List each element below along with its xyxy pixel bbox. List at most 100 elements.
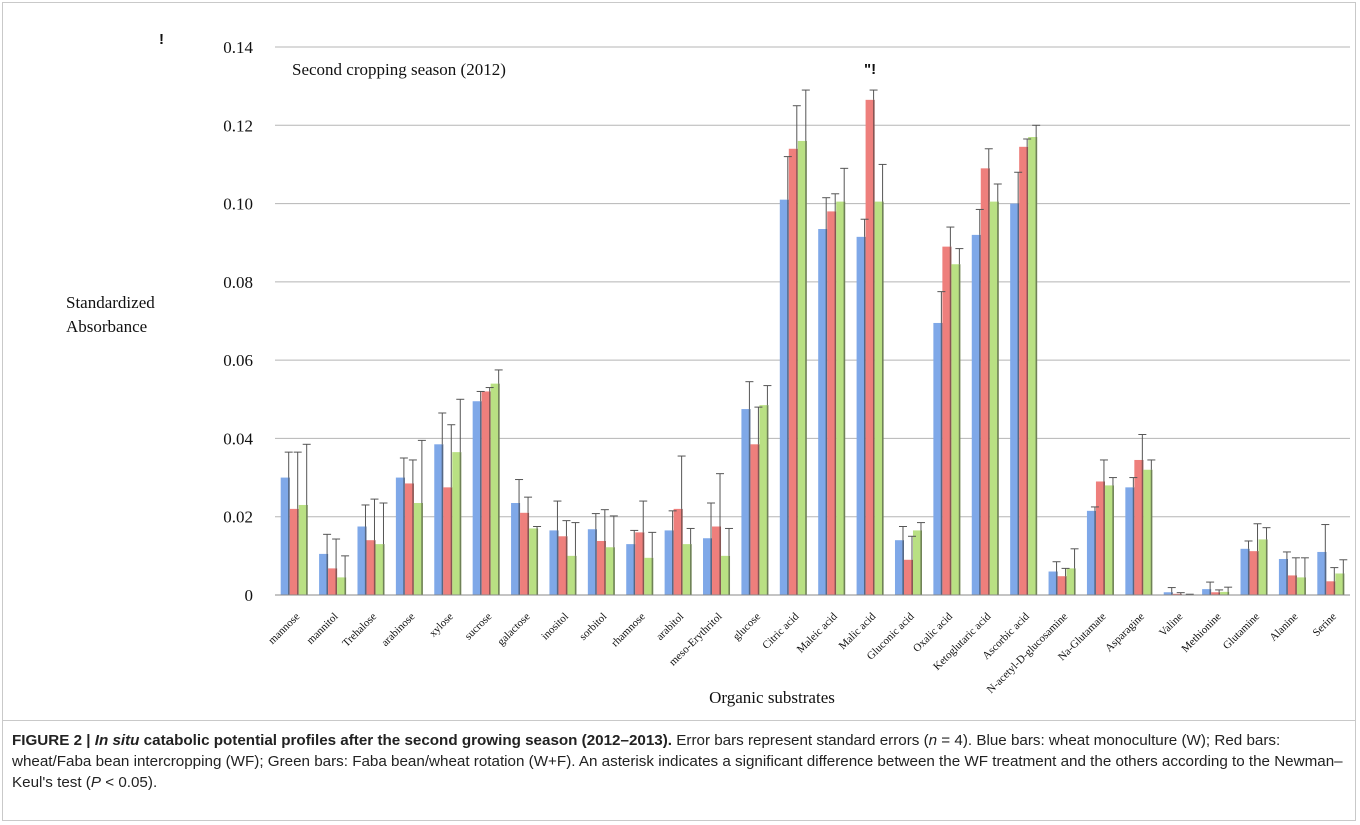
bar-edge xyxy=(1304,577,1306,595)
bar-edge xyxy=(527,512,530,595)
bar-edge xyxy=(1324,551,1327,595)
bar-edge xyxy=(642,532,645,595)
x-tick-label: Valine xyxy=(1157,611,1185,639)
bar xyxy=(1125,487,1135,595)
bar-edge xyxy=(710,538,713,595)
bar xyxy=(1287,575,1297,595)
bar-edge xyxy=(920,530,922,595)
bar xyxy=(1143,469,1153,595)
bar xyxy=(472,401,482,595)
bar xyxy=(1335,573,1345,595)
bar xyxy=(1019,146,1029,596)
bar xyxy=(1104,485,1114,595)
bar-edge xyxy=(1132,487,1135,595)
bar xyxy=(520,512,530,595)
bar xyxy=(971,234,981,595)
y-tick-label: 0.04 xyxy=(223,429,253,448)
bar xyxy=(1317,551,1327,595)
bar xyxy=(635,532,645,595)
gridlines xyxy=(275,46,1350,518)
x-tick-label: inositol xyxy=(539,611,571,643)
bar xyxy=(933,322,943,595)
bar-edge xyxy=(556,530,559,595)
bar xyxy=(1028,137,1038,595)
bar xyxy=(395,477,405,595)
x-tick-label: Asparagine xyxy=(1103,611,1147,655)
bar-edge xyxy=(288,477,290,595)
caption-text-2: = 4). Blue bars: wheat monoculture (W); … xyxy=(12,732,1343,791)
bar xyxy=(942,246,952,595)
bar xyxy=(558,536,568,595)
y-axis-label-line1: Standardized xyxy=(66,293,155,312)
bar xyxy=(989,201,999,595)
x-tick-label: sucrose xyxy=(462,611,494,643)
x-tick-label: arabinose xyxy=(379,611,417,649)
bar-edge xyxy=(672,530,674,595)
x-tick-label: xylose xyxy=(427,611,456,640)
bar xyxy=(750,444,760,595)
bar xyxy=(912,530,922,595)
bar xyxy=(280,477,290,595)
bar xyxy=(1057,576,1067,595)
chart-title: Second cropping season (2012) xyxy=(292,60,506,79)
bar-edge xyxy=(344,577,347,595)
bar xyxy=(434,444,444,595)
bar-edge xyxy=(1064,576,1067,595)
x-tick-label: galactose xyxy=(495,611,533,649)
bar-edge xyxy=(979,234,981,595)
caption-divider xyxy=(2,720,1356,721)
bar xyxy=(1240,548,1250,595)
y-tick-label: 0.08 xyxy=(223,273,253,292)
bar-edge xyxy=(766,405,769,595)
bar xyxy=(1134,459,1144,595)
figure-caption: FIGURE 2 | In situ catabolic potential p… xyxy=(12,730,1347,793)
bar-edge xyxy=(604,540,606,595)
bar xyxy=(319,553,329,595)
bar-edge xyxy=(1265,539,1268,595)
bar-edge xyxy=(565,536,568,595)
bar xyxy=(836,201,846,595)
bar xyxy=(549,530,559,595)
x-tick-label: glucose xyxy=(731,611,763,643)
bar-edge xyxy=(1073,568,1076,595)
bar xyxy=(703,538,713,595)
caption-label: FIGURE 2 | xyxy=(12,732,95,749)
bar xyxy=(481,391,491,595)
bar xyxy=(596,540,606,595)
bar-edge xyxy=(902,540,904,595)
bar xyxy=(298,504,308,595)
bar-edge xyxy=(382,544,385,595)
bar-edge xyxy=(1094,510,1096,595)
bar xyxy=(1010,203,1020,596)
bar xyxy=(337,577,347,595)
bar xyxy=(490,383,500,595)
bar-edge xyxy=(1103,481,1105,595)
bar-edge xyxy=(613,547,615,595)
bar xyxy=(587,529,597,595)
bar xyxy=(1278,558,1288,595)
bar-edge xyxy=(1112,485,1114,595)
bar xyxy=(1095,481,1105,595)
bar xyxy=(567,555,577,595)
caption-n-symbol: n xyxy=(928,732,938,749)
bar xyxy=(1211,592,1221,595)
bar-edge xyxy=(297,508,299,595)
bar xyxy=(903,559,913,595)
bar-chart: 0 0.02 0.04 0.06 0.08 0.10 0.12 0.14 mannose man… xyxy=(66,31,1350,707)
bar xyxy=(644,557,654,595)
x-tick-label: Glutamine xyxy=(1221,611,1262,652)
bar xyxy=(605,547,615,595)
bar xyxy=(413,503,423,595)
bar-edge xyxy=(536,528,539,595)
x-tick-label: Alanine xyxy=(1267,611,1300,644)
bar xyxy=(1326,581,1336,595)
bar-edge xyxy=(881,201,884,595)
bar-edge xyxy=(690,544,692,595)
bar-edge xyxy=(651,557,654,595)
corner-mark: ! xyxy=(159,31,164,48)
bar xyxy=(1296,577,1306,595)
x-tick-label: Serine xyxy=(1311,611,1339,639)
bar-edge xyxy=(1171,592,1173,595)
caption-text-3: < 0.05). xyxy=(101,774,158,791)
bar-edge xyxy=(364,526,367,595)
